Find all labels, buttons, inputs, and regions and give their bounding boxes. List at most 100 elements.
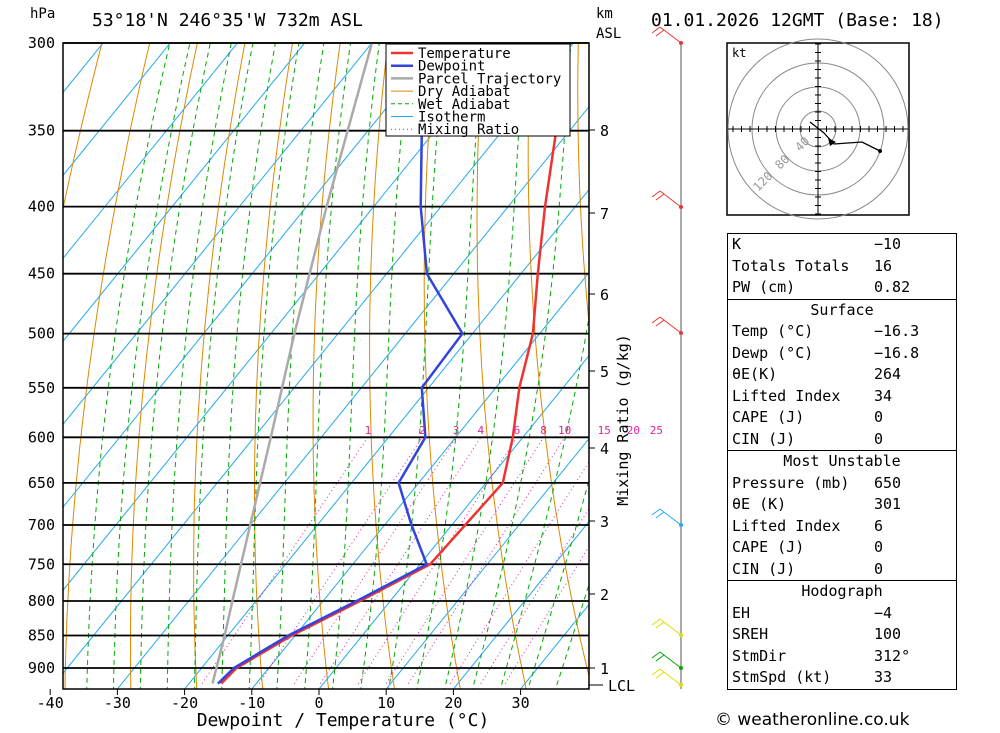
mixing-ratio-line <box>258 437 423 684</box>
mu-cin: CIN (J) 0 <box>732 559 884 578</box>
index-tt: Totals Totals 16 <box>732 256 893 275</box>
surface-thetae: θE(K) 264 <box>732 365 902 383</box>
isotherm-line <box>318 354 589 689</box>
hodograph-trace <box>809 121 881 152</box>
plot-frame <box>62 42 590 690</box>
dewpoint-line <box>217 43 464 685</box>
dry-adiabat-line <box>63 43 103 212</box>
isotherm-line <box>0 4 68 728</box>
mixing-ratio-line <box>357 437 518 684</box>
wind-barb-dot <box>679 205 683 209</box>
mixing-ratio-line <box>385 437 544 684</box>
mixing-ratio-label: 20 <box>627 424 640 437</box>
wind-barb-staff <box>659 26 682 44</box>
height-unit: km <box>596 6 613 22</box>
isotherm-line <box>63 43 171 177</box>
pressure-tick-label: 500 <box>28 325 55 343</box>
wind-barb-flag <box>655 29 665 37</box>
isotherm-line <box>452 520 589 689</box>
mixing-ratio-label: 8 <box>540 424 547 437</box>
hodograph-unit-label: kt <box>732 46 746 60</box>
mixing-ratio-line <box>504 545 589 684</box>
isotherm-line <box>183 188 589 689</box>
legend-label: Parcel Trajectory <box>418 71 561 87</box>
surface-cin: CIN (J) 0 <box>732 429 884 448</box>
parcel-line <box>211 43 374 684</box>
dry-adiabat-line <box>953 4 1000 728</box>
surface-section: Surface Temp (°C) −16.3 Dewp (°C) −16.8 θE… <box>728 298 956 451</box>
wind-barb-flag <box>655 511 665 519</box>
wet-adiabat-line <box>444 43 526 689</box>
mixing-ratio-axis-label: Mixing Ratio (g/kg) <box>614 334 632 506</box>
isotherm-line <box>385 437 589 689</box>
pressure-tick-label: 900 <box>28 659 55 677</box>
x-tick-label: -40 <box>37 694 64 712</box>
surface-title: Surface <box>810 300 874 319</box>
isotherm-line <box>63 43 239 260</box>
mixing-ratio-line <box>407 437 566 684</box>
height-tick-label: 3 <box>600 513 609 531</box>
hodo-title: Hodograph <box>801 582 883 600</box>
wet-adiabat-line <box>304 43 352 689</box>
wind-barb-flag <box>651 316 661 324</box>
x-tick-label: 10 <box>377 694 395 712</box>
mixing-ratio-line <box>201 437 369 684</box>
wind-barb-staff <box>659 190 682 208</box>
pressure-tick-label: 300 <box>28 34 55 52</box>
wind-barb-dot <box>679 683 683 687</box>
copyright-text[interactable]: © weatheronline.co.uk <box>715 710 910 730</box>
x-tick-label: 30 <box>512 694 530 712</box>
x-tick-label: -30 <box>104 694 131 712</box>
index-pw: PW (cm) 0.82 <box>732 278 911 296</box>
height-tick-label: 7 <box>600 205 609 223</box>
legend-box <box>385 43 571 137</box>
legend-label: Wet Adiabat <box>418 97 511 113</box>
mu-thetae: θE (K) 301 <box>732 495 902 513</box>
hodograph-section: Hodograph EH −4 SREH 100 StmDir 312° StmSpd… <box>728 580 956 689</box>
wet-adiabat-line <box>527 478 589 689</box>
most-unstable-section: Most Unstable Pressure (mb) 650 θE (K) 301… <box>728 450 956 580</box>
wind-barb-dot <box>679 41 683 45</box>
wind-barb-dot <box>679 523 683 527</box>
temperature-line <box>220 43 568 685</box>
isotherm-line <box>519 603 589 689</box>
wind-barb-flag <box>651 508 661 516</box>
wind-barb-flag <box>651 26 661 34</box>
wet-adiabat-line <box>112 43 191 689</box>
datetime-title: 01.01.2026 12GMT (Base: 18) <box>651 10 944 31</box>
x-tick-label: -10 <box>238 694 265 712</box>
x-tick-label: 0 <box>314 694 323 712</box>
pressure-tick-label: 400 <box>28 198 55 216</box>
height-tick-label: 8 <box>600 122 609 140</box>
hodo-eh: EH −4 <box>732 603 893 622</box>
hodo-stmspd: StmSpd (kt) 33 <box>732 668 893 686</box>
mixing-ratio-label: 10 <box>558 424 571 437</box>
x-axis-label: Dewpoint / Temperature (°C) <box>197 710 490 731</box>
surface-cape: CAPE (J) 0 <box>732 408 884 426</box>
wet-adiabat-line <box>555 582 589 689</box>
pressure-tick-label: 700 <box>28 516 55 534</box>
wind-barb-flag <box>651 668 661 676</box>
wind-barb-flag <box>651 618 661 626</box>
indices-table: K −10 Totals Totals 16 PW (cm) 0.82 Surface… <box>727 233 957 690</box>
mu-pressure: Pressure (mb) 650 <box>732 473 902 492</box>
legend-label: Isotherm <box>418 110 485 126</box>
height-tick-label: 5 <box>600 363 609 381</box>
wind-barb-flag <box>655 621 665 629</box>
mu-cape: CAPE (J) 0 <box>732 538 884 556</box>
isotherm-line <box>63 43 373 426</box>
dry-adiabat-line <box>0 4 66 728</box>
wind-barb-dot <box>679 633 683 637</box>
mu-li: Lifted Index 6 <box>732 516 884 535</box>
wind-barb-dot <box>679 666 683 670</box>
pressure-tick-label: 800 <box>28 592 55 610</box>
wind-barb-flag <box>655 654 665 662</box>
pressure-tick-label: 850 <box>28 626 55 644</box>
mu-title: Most Unstable <box>783 452 901 470</box>
mixing-ratio-label: 6 <box>514 424 521 437</box>
pressure-tick-label: 750 <box>28 555 55 573</box>
mixing-ratio-label: 2 <box>419 424 426 437</box>
wet-adiabat-line <box>86 43 171 689</box>
wind-barb-flag <box>651 190 661 198</box>
